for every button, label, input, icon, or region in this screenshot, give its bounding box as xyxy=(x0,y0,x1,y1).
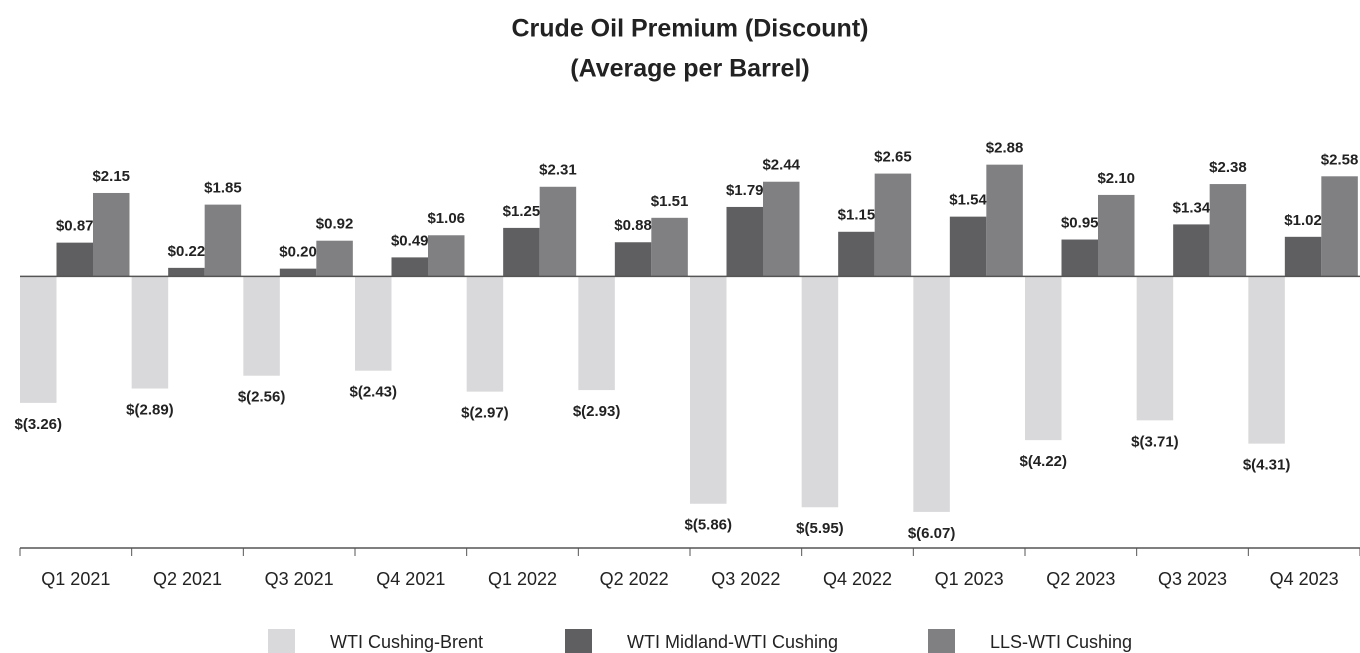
bar xyxy=(391,257,428,277)
legend-label: WTI Cushing-Brent xyxy=(330,632,483,652)
legend-swatch xyxy=(928,629,955,653)
bar xyxy=(131,276,169,389)
bar xyxy=(578,276,615,391)
value-label: $0.88 xyxy=(614,217,652,234)
value-label: $(6.07) xyxy=(908,525,956,542)
bar xyxy=(1248,276,1285,444)
value-label: $(4.22) xyxy=(1019,453,1067,470)
value-label: $2.65 xyxy=(874,149,912,166)
bar xyxy=(614,242,652,277)
bar xyxy=(355,276,392,371)
value-label: $2.31 xyxy=(539,162,577,179)
value-label: $(5.86) xyxy=(684,517,732,534)
bar xyxy=(1173,224,1210,277)
bar xyxy=(651,217,688,277)
value-label: $1.06 xyxy=(427,210,465,227)
bar xyxy=(466,276,504,392)
value-label: $(2.89) xyxy=(126,402,174,419)
x-tick-label: Q3 2022 xyxy=(711,569,780,589)
value-label: $1.02 xyxy=(1284,212,1322,229)
bar xyxy=(56,242,93,277)
value-label: $0.87 xyxy=(56,218,94,235)
bar xyxy=(874,173,912,277)
legend-label: LLS-WTI Cushing xyxy=(990,632,1132,652)
value-label: $(3.26) xyxy=(14,416,62,433)
value-label: $2.10 xyxy=(1097,170,1135,187)
bar xyxy=(913,276,950,512)
bar xyxy=(20,276,57,403)
legend-swatch xyxy=(268,629,295,653)
x-tick-label: Q1 2022 xyxy=(488,569,557,589)
value-label: $(2.43) xyxy=(349,384,397,401)
value-label: $2.58 xyxy=(1321,151,1359,168)
value-label: $1.25 xyxy=(503,203,541,220)
x-tick-label: Q2 2022 xyxy=(600,569,669,589)
value-label: $0.20 xyxy=(279,244,317,261)
x-tick-label: Q3 2023 xyxy=(1158,569,1227,589)
value-label: $1.85 xyxy=(204,180,242,197)
bar xyxy=(838,231,875,277)
bar xyxy=(316,240,353,277)
bar xyxy=(986,164,1023,277)
x-tick-label: Q1 2021 xyxy=(41,569,110,589)
bar xyxy=(279,268,317,277)
x-tick-label: Q2 2021 xyxy=(153,569,222,589)
value-label: $2.44 xyxy=(762,157,800,174)
x-tick-label: Q4 2023 xyxy=(1270,569,1339,589)
chart-subtitle: (Average per Barrel) xyxy=(570,55,809,83)
value-label: $(2.93) xyxy=(573,403,621,420)
x-tick-label: Q4 2022 xyxy=(823,569,892,589)
value-label: $1.51 xyxy=(651,193,689,210)
bar xyxy=(1061,239,1098,277)
value-label: $2.88 xyxy=(986,140,1024,157)
bar xyxy=(1321,176,1358,277)
chart-title: Crude Oil Premium (Discount) xyxy=(512,15,869,43)
value-label: $2.38 xyxy=(1209,159,1247,176)
bar xyxy=(763,181,800,277)
bar xyxy=(1136,276,1174,421)
value-label: $0.95 xyxy=(1061,215,1099,232)
bar xyxy=(1098,194,1135,277)
legend-swatch xyxy=(565,629,592,653)
value-label: $1.54 xyxy=(949,192,987,209)
value-label: $0.22 xyxy=(168,243,206,260)
bar xyxy=(428,235,465,277)
bar xyxy=(539,186,577,277)
value-label: $(5.95) xyxy=(796,520,844,537)
value-label: $1.79 xyxy=(726,182,764,199)
bar xyxy=(1284,236,1322,277)
legend-label: WTI Midland-WTI Cushing xyxy=(627,632,838,652)
bar xyxy=(801,276,839,508)
value-label: $(4.31) xyxy=(1243,457,1291,474)
value-label: $1.15 xyxy=(838,207,876,224)
bar xyxy=(690,276,727,504)
x-tick-label: Q4 2021 xyxy=(376,569,445,589)
value-label: $(3.71) xyxy=(1131,433,1179,450)
value-label: $(2.97) xyxy=(461,405,509,422)
bar xyxy=(726,206,763,277)
bar xyxy=(1209,184,1247,277)
value-label: $2.15 xyxy=(92,168,130,185)
bar xyxy=(503,227,540,277)
bar xyxy=(1025,276,1062,441)
bar xyxy=(93,192,130,277)
x-tick-label: Q2 2023 xyxy=(1046,569,1115,589)
value-label: $0.49 xyxy=(391,232,429,249)
bar xyxy=(204,204,242,277)
bar xyxy=(949,216,987,277)
x-tick-label: Q3 2021 xyxy=(265,569,334,589)
value-label: $0.92 xyxy=(316,216,354,233)
bar xyxy=(243,276,280,376)
value-label: $(2.56) xyxy=(238,389,286,406)
value-label: $1.34 xyxy=(1173,199,1211,216)
bar xyxy=(168,267,205,277)
x-tick-label: Q1 2023 xyxy=(935,569,1004,589)
